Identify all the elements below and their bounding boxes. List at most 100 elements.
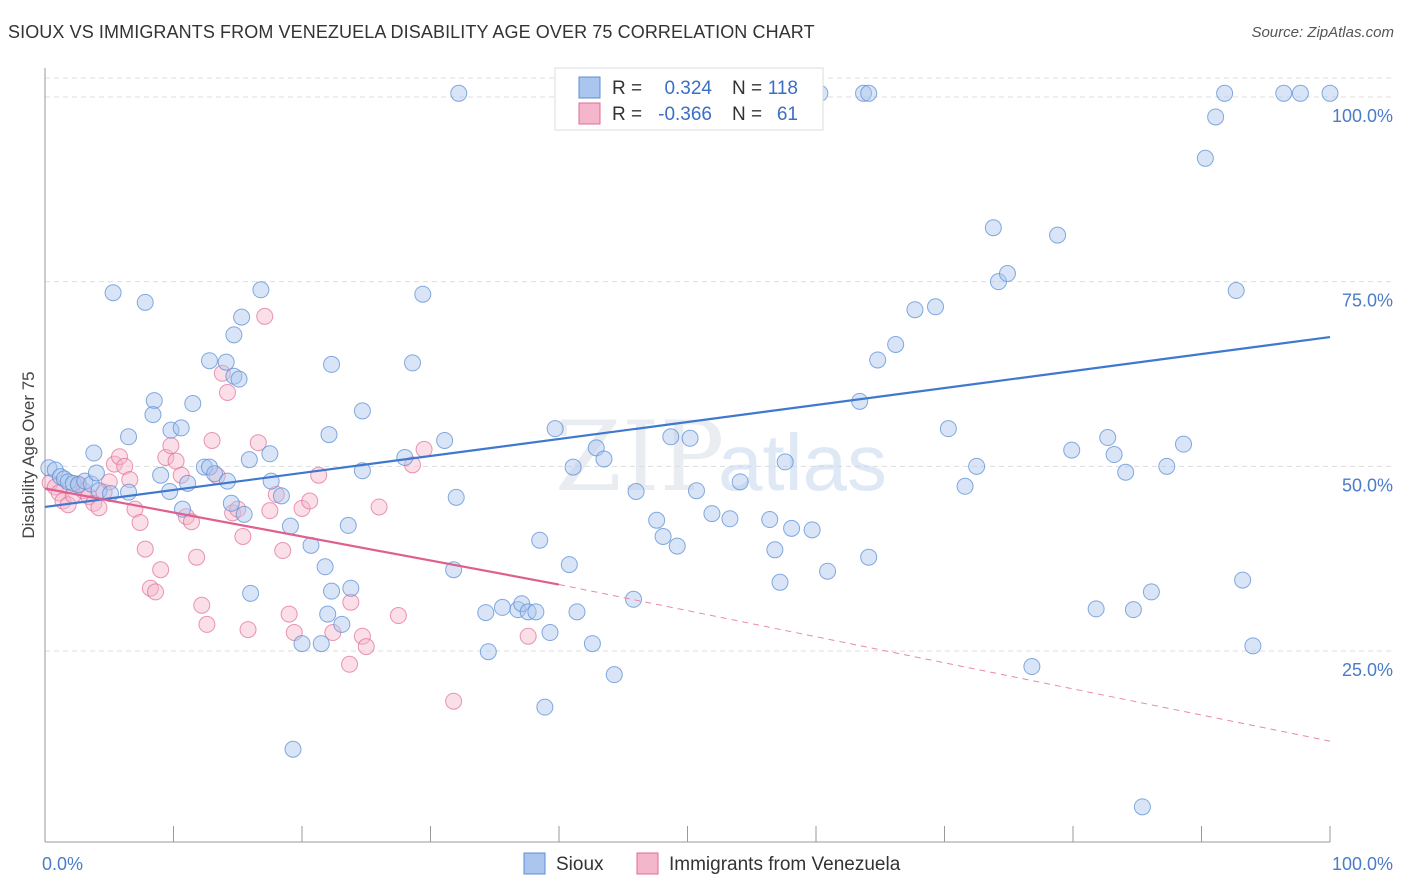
data-point-venezuela: [131, 513, 149, 531]
data-point-sioux: [546, 420, 564, 438]
data-point-sioux: [40, 459, 58, 477]
legend-bottom: Sioux Immigrants from Venezuela: [523, 852, 901, 875]
data-point-sioux: [819, 562, 837, 580]
data-point-sioux: [319, 605, 337, 623]
data-point-sioux: [477, 604, 495, 622]
data-point-sioux: [703, 505, 721, 523]
data-point-sioux: [625, 590, 643, 608]
data-point-sioux: [85, 444, 103, 462]
data-point-venezuela: [353, 627, 371, 645]
data-point-sioux: [595, 450, 613, 468]
data-point-sioux: [87, 464, 105, 482]
source-label: Source: ZipAtlas.com: [1251, 24, 1394, 41]
data-point-sioux: [312, 635, 330, 653]
data-point-venezuela: [152, 561, 170, 579]
data-point-sioux: [493, 598, 511, 616]
data-point-sioux: [240, 451, 258, 469]
data-point-sioux: [323, 582, 341, 600]
data-point-sioux: [860, 548, 878, 566]
data-point-sioux: [195, 458, 213, 476]
data-point-sioux: [144, 406, 162, 424]
data-point-sioux: [860, 84, 878, 102]
data-point-sioux: [648, 511, 666, 529]
legend-bottom-swatch-sioux: [523, 852, 546, 875]
data-point-sioux: [281, 517, 299, 535]
data-point-venezuela: [162, 437, 180, 455]
data-point-sioux: [353, 462, 371, 480]
data-point-sioux: [104, 284, 122, 302]
data-point-sioux: [235, 505, 253, 523]
data-point-sioux: [396, 448, 414, 466]
y-tick-label: 50.0%: [1342, 475, 1393, 495]
data-point-sioux: [998, 265, 1016, 283]
data-point-sioux: [272, 487, 290, 505]
data-point-sioux: [1244, 637, 1262, 655]
data-point-sioux: [771, 573, 789, 591]
data-point-sioux: [531, 531, 549, 549]
data-point-venezuela: [301, 492, 319, 510]
data-point-sioux: [1216, 84, 1234, 102]
data-point-venezuela: [182, 513, 200, 531]
legend-r-value-1: 0.324: [664, 78, 712, 99]
data-point-venezuela: [193, 596, 211, 614]
legend-swatch-venezuela: [578, 102, 601, 125]
data-point-sioux: [1087, 600, 1105, 618]
data-point-sioux: [233, 308, 251, 326]
data-point-sioux: [766, 541, 784, 559]
data-point-sioux: [560, 556, 578, 574]
legend-bottom-venezuela: Immigrants from Venezuela: [669, 854, 901, 875]
data-point-venezuela: [370, 498, 388, 516]
data-point-sioux: [120, 483, 138, 501]
data-point-sioux: [1133, 798, 1151, 816]
data-point-venezuela: [357, 638, 375, 656]
data-point-sioux: [1234, 571, 1252, 589]
legend-r-value-2: -0.366: [658, 104, 712, 125]
data-point-sioux: [252, 281, 270, 299]
data-point-venezuela: [239, 621, 257, 639]
data-point-sioux: [776, 453, 794, 471]
data-point-sioux: [1196, 149, 1214, 167]
y-tick-label: 75.0%: [1342, 291, 1393, 311]
data-point-sioux: [447, 488, 465, 506]
data-point-sioux: [404, 354, 422, 372]
data-point-sioux: [536, 698, 554, 716]
legend-r-label-1: R =: [612, 78, 642, 99]
data-point-sioux: [721, 510, 739, 528]
y-axis-label: Disability Age Over 75: [19, 371, 38, 538]
data-point-sioux: [1063, 441, 1081, 459]
data-point-venezuela: [519, 627, 537, 645]
x-tick-label: 100.0%: [1332, 854, 1393, 874]
data-point-sioux: [927, 298, 945, 316]
series-sioux: [40, 84, 1339, 816]
grid: [45, 77, 1394, 652]
data-point-venezuela: [121, 471, 139, 489]
data-point-sioux: [662, 428, 680, 446]
data-point-sioux: [136, 293, 154, 311]
data-point-sioux: [568, 603, 586, 621]
legend-n-label-2: N =: [732, 104, 762, 125]
data-point-venezuela: [111, 448, 129, 466]
data-point-sioux: [527, 603, 545, 621]
legend-top: R = 0.324 N = 118 R = -0.366 N = 61: [554, 67, 824, 131]
data-point-sioux: [342, 579, 360, 597]
data-point-sioux: [761, 511, 779, 529]
data-point-sioux: [1291, 84, 1309, 102]
data-point-sioux: [1049, 226, 1067, 244]
data-point-sioux: [654, 528, 672, 546]
data-point-sioux: [436, 431, 454, 449]
data-point-sioux: [225, 367, 243, 385]
data-point-sioux: [450, 84, 468, 102]
data-point-sioux: [869, 351, 887, 369]
data-point-sioux: [162, 421, 180, 439]
data-point-sioux: [906, 301, 924, 319]
data-point-sioux: [1142, 583, 1160, 601]
data-point-sioux: [353, 402, 371, 420]
data-point-sioux: [217, 353, 235, 371]
data-point-sioux: [939, 420, 957, 438]
data-point-venezuela: [136, 540, 154, 558]
data-point-sioux: [1321, 84, 1339, 102]
data-point-sioux: [1023, 658, 1041, 676]
data-point-sioux: [541, 624, 559, 642]
y-tick-label: 25.0%: [1342, 660, 1393, 680]
data-point-sioux: [687, 482, 705, 500]
